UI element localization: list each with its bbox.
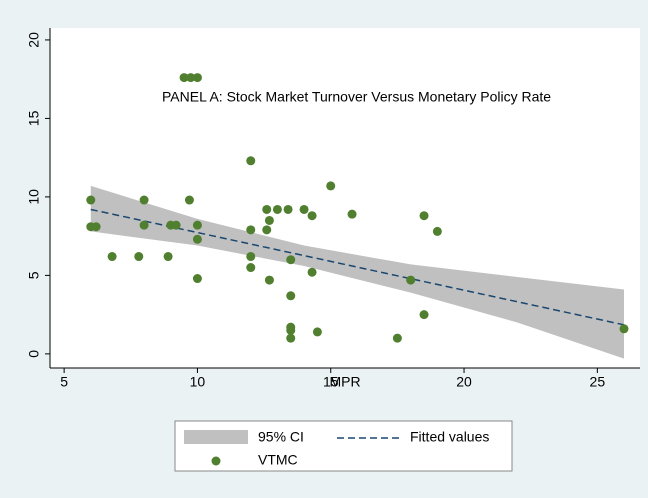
legend-label: Fitted values [410, 429, 489, 445]
x-tick-label: 10 [190, 374, 206, 390]
point [272, 204, 282, 214]
x-tick-label: 20 [456, 374, 472, 390]
point [186, 73, 196, 83]
y-tick-label: 0 [26, 350, 42, 358]
point [286, 291, 296, 301]
point [246, 252, 256, 262]
point [184, 195, 194, 205]
fitted-line [90, 208, 625, 326]
point [286, 325, 296, 335]
point [307, 211, 317, 221]
y-tick-label: 10 [26, 189, 42, 205]
point [139, 195, 149, 205]
point [619, 324, 629, 334]
point [419, 310, 429, 320]
y-tick-label: 20 [26, 32, 42, 48]
point [406, 275, 416, 285]
point [86, 195, 96, 205]
x-tick-label: 15 [323, 374, 339, 390]
point [192, 274, 202, 284]
point [262, 225, 272, 235]
y-tick-label: 5 [26, 271, 42, 279]
point [312, 327, 322, 337]
point [163, 252, 173, 262]
point [246, 263, 256, 273]
point [432, 226, 442, 236]
point [192, 73, 202, 83]
point [283, 204, 293, 214]
point [91, 222, 101, 232]
point [286, 255, 296, 265]
point [192, 220, 202, 230]
point [192, 234, 202, 244]
point [347, 209, 357, 219]
point [107, 252, 117, 262]
point [419, 211, 429, 221]
legend-swatch [211, 456, 221, 466]
point [299, 204, 309, 214]
point [139, 220, 149, 230]
point [246, 156, 256, 166]
point [264, 275, 274, 285]
point [326, 181, 336, 191]
point [171, 220, 181, 230]
legend-label: VTMC [258, 452, 298, 468]
annotation: PANEL A: Stock Market Turnover Versus Mo… [162, 89, 551, 105]
point [262, 204, 272, 214]
point [246, 225, 256, 235]
x-tick-label: 5 [60, 374, 68, 390]
legend-label: 95% CI [258, 429, 304, 445]
x-tick-label: 25 [590, 374, 606, 390]
point [307, 267, 317, 277]
point [286, 333, 296, 343]
legend-swatch [184, 430, 248, 444]
point [134, 252, 144, 262]
x-axis-label: MPR [329, 374, 360, 390]
point [392, 333, 402, 343]
point [264, 215, 274, 225]
point [179, 73, 189, 83]
y-tick-label: 15 [26, 110, 42, 126]
ci-band [90, 185, 625, 359]
legend-box [174, 420, 513, 472]
